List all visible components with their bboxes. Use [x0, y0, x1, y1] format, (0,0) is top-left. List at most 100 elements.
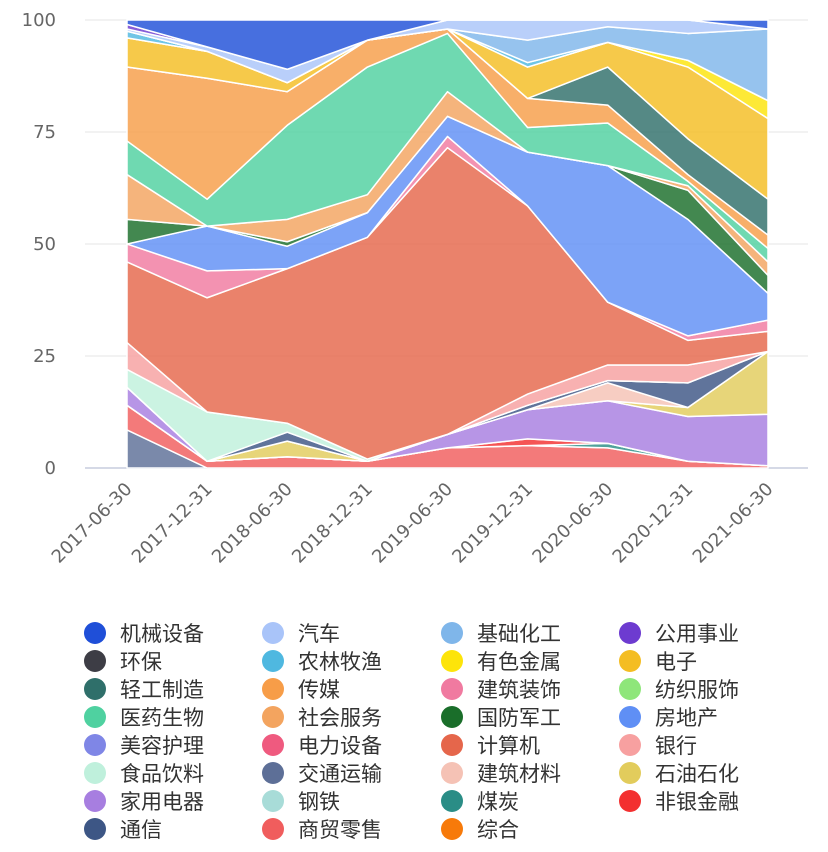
- legend-item[interactable]: 传媒: [262, 678, 340, 702]
- legend-marker: [441, 650, 463, 672]
- legend-label: 计算机: [477, 734, 540, 758]
- legend-item[interactable]: 美容护理: [84, 734, 204, 758]
- x-tick-label: 2019-12-31: [448, 479, 537, 568]
- legend-marker: [84, 762, 106, 784]
- legend-item[interactable]: 社会服务: [262, 706, 382, 730]
- legend-item[interactable]: 石油石化: [619, 762, 739, 786]
- legend-label: 轻工制造: [120, 678, 204, 702]
- area-机械设备[interactable]: [126, 19, 769, 71]
- y-tick-label: 100: [22, 10, 56, 31]
- legend-label: 商贸零售: [298, 818, 382, 842]
- legend-label: 纺织服饰: [655, 678, 739, 702]
- legend-marker: [262, 790, 284, 812]
- legend-item[interactable]: 非银金融: [619, 790, 739, 814]
- legend-marker: [441, 734, 463, 756]
- legend-item[interactable]: 有色金属: [441, 650, 561, 674]
- legend-marker: [619, 622, 641, 644]
- legend-item[interactable]: 环保: [84, 650, 162, 674]
- legend-label: 煤炭: [477, 790, 519, 814]
- legend-marker: [84, 622, 106, 644]
- legend-item[interactable]: 医药生物: [84, 706, 204, 730]
- legend-marker: [84, 790, 106, 812]
- legend-marker: [262, 650, 284, 672]
- legend-label: 非银金融: [655, 790, 739, 814]
- legend-item[interactable]: 食品饮料: [84, 762, 204, 786]
- legend-label: 社会服务: [298, 706, 382, 730]
- legend-label: 汽车: [298, 622, 340, 646]
- legend-item[interactable]: 交通运输: [262, 762, 382, 786]
- x-tick-label: 2020-06-30: [528, 479, 617, 568]
- legend-item[interactable]: 综合: [441, 818, 519, 842]
- legend-item[interactable]: 银行: [619, 734, 697, 758]
- legend-item[interactable]: 电力设备: [262, 734, 382, 758]
- legend-item[interactable]: 轻工制造: [84, 678, 204, 702]
- legend-item[interactable]: 电子: [619, 650, 697, 674]
- legend-item[interactable]: 钢铁: [262, 790, 340, 814]
- y-tick-label: 75: [33, 122, 56, 143]
- legend-marker: [262, 734, 284, 756]
- legend-marker: [441, 678, 463, 700]
- x-tick-label: 2021-06-30: [689, 479, 778, 568]
- legend-label: 环保: [120, 650, 162, 674]
- legend-marker: [619, 706, 641, 728]
- legend-marker: [441, 818, 463, 840]
- legend-marker: [441, 622, 463, 644]
- legend-marker: [262, 678, 284, 700]
- legend-label: 有色金属: [477, 650, 561, 674]
- legend-item[interactable]: 公用事业: [619, 622, 739, 646]
- legend-marker: [441, 706, 463, 728]
- legend-marker: [619, 678, 641, 700]
- legend-label: 银行: [655, 734, 697, 758]
- legend-marker: [84, 818, 106, 840]
- legend-item[interactable]: 机械设备: [84, 622, 204, 646]
- legend-item[interactable]: 汽车: [262, 622, 340, 646]
- legend-label: 农林牧渔: [298, 650, 382, 674]
- legend-item[interactable]: 煤炭: [441, 790, 519, 814]
- legend-item[interactable]: 纺织服饰: [619, 678, 739, 702]
- legend-marker: [441, 790, 463, 812]
- legend-item[interactable]: 建筑材料: [441, 762, 561, 786]
- legend-marker: [619, 790, 641, 812]
- legend-item[interactable]: 通信: [84, 818, 162, 842]
- x-tick-label: 2017-06-30: [48, 479, 137, 568]
- legend-item[interactable]: 农林牧渔: [262, 650, 382, 674]
- legend-label: 公用事业: [655, 622, 739, 646]
- legend-marker: [262, 762, 284, 784]
- legend-item[interactable]: 房地产: [619, 706, 718, 730]
- legend-item[interactable]: 计算机: [441, 734, 540, 758]
- area-series: [126, 19, 769, 469]
- legend-label: 医药生物: [120, 706, 204, 730]
- legend-label: 美容护理: [120, 734, 204, 758]
- legend-marker: [84, 650, 106, 672]
- legend-item[interactable]: 建筑装饰: [441, 678, 561, 702]
- x-tick-label: 2019-06-30: [368, 479, 457, 568]
- legend-label: 国防军工: [477, 706, 561, 730]
- legend-label: 食品饮料: [120, 762, 204, 786]
- legend-label: 综合: [477, 818, 519, 842]
- legend-label: 传媒: [298, 678, 340, 702]
- legend-item[interactable]: 国防军工: [441, 706, 561, 730]
- legend-label: 机械设备: [120, 622, 204, 646]
- legend-marker: [262, 622, 284, 644]
- y-axis-ticks: 0 25 50 75 100: [22, 10, 56, 479]
- legend-item[interactable]: 商贸零售: [262, 818, 382, 842]
- x-tick-label: 2018-06-30: [208, 479, 297, 568]
- legend-label: 建筑装饰: [477, 678, 561, 702]
- legend-marker: [441, 762, 463, 784]
- y-tick-label: 0: [45, 458, 56, 479]
- legend-label: 电子: [655, 650, 697, 674]
- legend-marker: [262, 706, 284, 728]
- x-tick-label: 2020-12-31: [609, 479, 698, 568]
- legend-label: 电力设备: [298, 734, 382, 758]
- legend-label: 钢铁: [298, 790, 340, 814]
- legend-marker: [619, 734, 641, 756]
- legend-marker: [84, 678, 106, 700]
- legend-label: 通信: [120, 818, 162, 842]
- legend-item[interactable]: 基础化工: [441, 622, 561, 646]
- legend-marker: [84, 734, 106, 756]
- legend-item[interactable]: 家用电器: [84, 790, 204, 814]
- legend-label: 房地产: [655, 706, 718, 730]
- legend-marker: [619, 762, 641, 784]
